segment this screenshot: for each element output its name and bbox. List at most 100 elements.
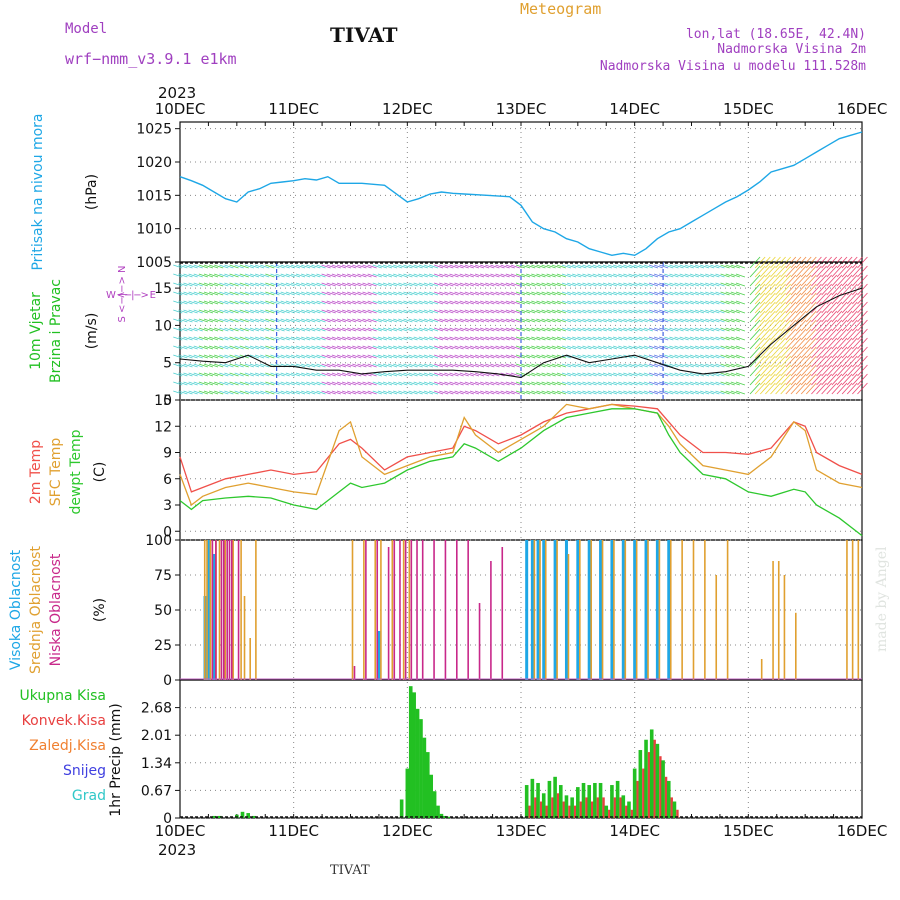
wind-barb — [790, 319, 802, 332]
wind-barb — [341, 300, 352, 305]
precip-total-bar — [564, 795, 569, 818]
wind-barb — [398, 327, 408, 332]
wind-barb — [193, 273, 203, 278]
wind-barbs — [173, 256, 868, 395]
wind-barb — [413, 318, 423, 323]
wind-barb — [705, 264, 715, 269]
wind-barb — [520, 309, 531, 314]
wind-barb — [290, 363, 301, 368]
wind-barb — [515, 300, 526, 305]
wind-barb — [725, 264, 735, 269]
wind-barb — [659, 264, 669, 269]
wind-barb — [775, 310, 786, 323]
wind-barb — [597, 390, 607, 395]
wind-barb — [720, 273, 730, 278]
wind-barb — [694, 372, 705, 377]
wind-barb — [754, 382, 766, 395]
precip-legend-item: Snijeg — [63, 763, 106, 779]
wind-barb — [214, 363, 224, 368]
wind-barb — [433, 300, 444, 305]
wind-barb — [234, 336, 244, 341]
wind-barb — [587, 264, 597, 269]
wind-barb — [301, 372, 311, 377]
wind-barb — [480, 309, 490, 314]
wind-barb — [382, 318, 393, 323]
wind-barb — [244, 309, 255, 314]
wind-barb — [643, 282, 653, 287]
wind-barb — [811, 364, 822, 377]
wind-barb — [831, 274, 843, 287]
wind-barb — [352, 354, 362, 359]
wind-barb — [725, 354, 735, 359]
wind-barb — [290, 336, 301, 341]
x-tick-label-bottom: 15DEC — [723, 822, 774, 840]
wind-barb — [341, 345, 352, 350]
wind-barb — [536, 264, 546, 269]
wind-barb — [265, 273, 275, 278]
wind-barb — [301, 291, 311, 296]
temp-ylabel-2m: 2m Temp — [28, 440, 44, 504]
wind-barb — [464, 363, 474, 368]
wind-barb — [198, 318, 208, 323]
wind-barb — [280, 309, 290, 314]
wind-barb — [357, 264, 367, 269]
wind-barb — [178, 318, 188, 323]
wind-barb — [775, 274, 786, 287]
wind-barb — [413, 345, 423, 350]
wind-barb — [469, 345, 480, 350]
wind-barb — [592, 291, 602, 296]
wind-barb — [857, 337, 868, 350]
wind-barb — [183, 291, 193, 296]
wind-barb — [490, 273, 500, 278]
wind-barb — [566, 345, 577, 350]
wind-barb — [198, 381, 208, 386]
wind-barb — [759, 328, 771, 341]
wind-barb — [316, 273, 326, 278]
wind-barb — [800, 283, 812, 296]
wind-barb — [316, 318, 326, 323]
wind-barb — [572, 327, 582, 332]
wind-barb — [260, 390, 270, 395]
wind-barb — [495, 318, 505, 323]
wind-barb — [290, 372, 301, 377]
wind-barb — [664, 264, 674, 269]
wind-barb — [836, 373, 848, 386]
wind-barb — [418, 291, 428, 296]
wind-barb — [551, 318, 561, 323]
wind-barb — [439, 381, 449, 386]
wind-barb — [841, 337, 853, 350]
wind-barb — [260, 372, 270, 377]
wind-barb — [260, 336, 270, 341]
wind-barb — [715, 282, 725, 287]
wind-barb — [857, 283, 868, 296]
wind-barb — [428, 282, 439, 287]
wind-barb — [602, 291, 613, 296]
wind-barb — [188, 309, 198, 314]
wind-barb — [239, 372, 249, 377]
wind-barb — [173, 345, 183, 350]
wind-barb — [638, 390, 648, 395]
wind-barb — [382, 354, 393, 359]
wind-barb — [408, 327, 418, 332]
wind-barb — [193, 309, 203, 314]
wind-barb — [249, 390, 260, 395]
wind-barb — [321, 309, 331, 314]
wind-barb — [735, 282, 746, 287]
wind-barb — [229, 264, 239, 269]
wind-barb — [765, 274, 776, 287]
wind-barb — [754, 301, 766, 314]
wind-barb — [301, 273, 311, 278]
wind-barb — [224, 372, 234, 377]
wind-barb — [541, 327, 551, 332]
wind-barb — [433, 336, 444, 341]
wind-barb — [198, 336, 208, 341]
wind-barb — [816, 373, 827, 386]
wind-barb — [495, 354, 505, 359]
wind-barb — [597, 336, 607, 341]
wind-barb — [280, 372, 290, 377]
wind-barb — [780, 373, 792, 386]
wind-barb — [520, 282, 531, 287]
wind-barb — [311, 309, 321, 314]
wind-barb — [510, 363, 521, 368]
footer-station: TIVAT — [330, 863, 370, 878]
